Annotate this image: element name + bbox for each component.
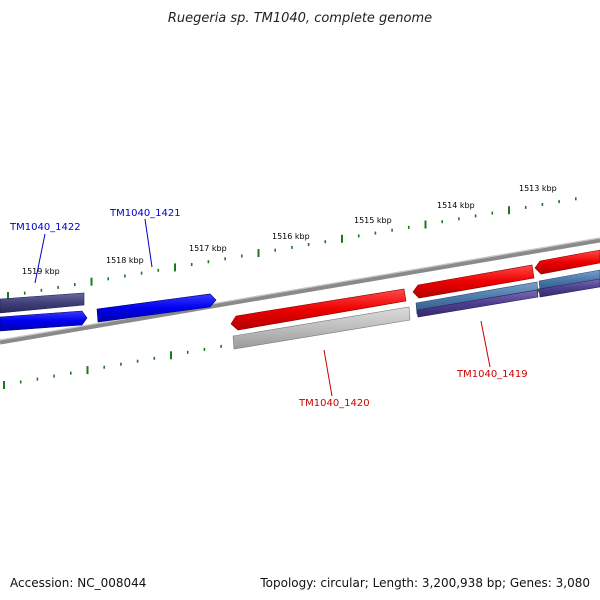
leader-line-1422	[34, 233, 46, 284]
gene-arrow-gray[interactable]	[232, 306, 411, 350]
gene-label-1421[interactable]: TM1040_1421	[109, 208, 181, 219]
gene-arrow-blue-left[interactable]	[0, 310, 88, 332]
gene-arrow-right-red[interactable]	[534, 249, 600, 275]
gene-arrow-right-purple[interactable]	[538, 278, 600, 298]
leader-line-1419	[480, 320, 491, 368]
map-title: Ruegeria sp. TM1040, complete genome	[168, 11, 432, 26]
genome-backbone	[0, 237, 600, 345]
gene-arrow-right-steel[interactable]	[538, 269, 600, 291]
scale-label-1513: 1513 kbp	[519, 184, 557, 193]
leader-line-1421	[144, 218, 153, 268]
scale-label-1518: 1518 kbp	[106, 256, 144, 265]
gene-arrow-1420[interactable]	[230, 288, 407, 331]
scale-label-1514: 1514 kbp	[437, 201, 475, 210]
scale-label-1516: 1516 kbp	[272, 232, 310, 241]
gene-label-1422[interactable]: TM1040_1422	[9, 222, 81, 233]
scale-label-1517: 1517 kbp	[189, 244, 227, 253]
gene-arrow-1419-purple[interactable]	[416, 289, 539, 318]
gene-label-1419[interactable]: TM1040_1419	[456, 369, 528, 380]
gene-arrow-1421[interactable]	[96, 293, 217, 323]
leader-line-1420	[323, 349, 333, 397]
scale-label-1515: 1515 kbp	[354, 216, 392, 225]
accession-text: Accession: NC_008044	[10, 576, 147, 590]
gene-label-1420[interactable]: TM1040_1420	[298, 398, 370, 409]
gene-arrow-1419-red[interactable]	[412, 264, 535, 299]
outer-scale-ticks	[7, 197, 577, 300]
genome-backbone-highlight	[0, 237, 600, 341]
genome-summary-text: Topology: circular; Length: 3,200,938 bp…	[260, 576, 590, 590]
gene-arrow-1422[interactable]	[0, 292, 85, 314]
scale-label-1519: 1519 kbp	[22, 267, 60, 276]
